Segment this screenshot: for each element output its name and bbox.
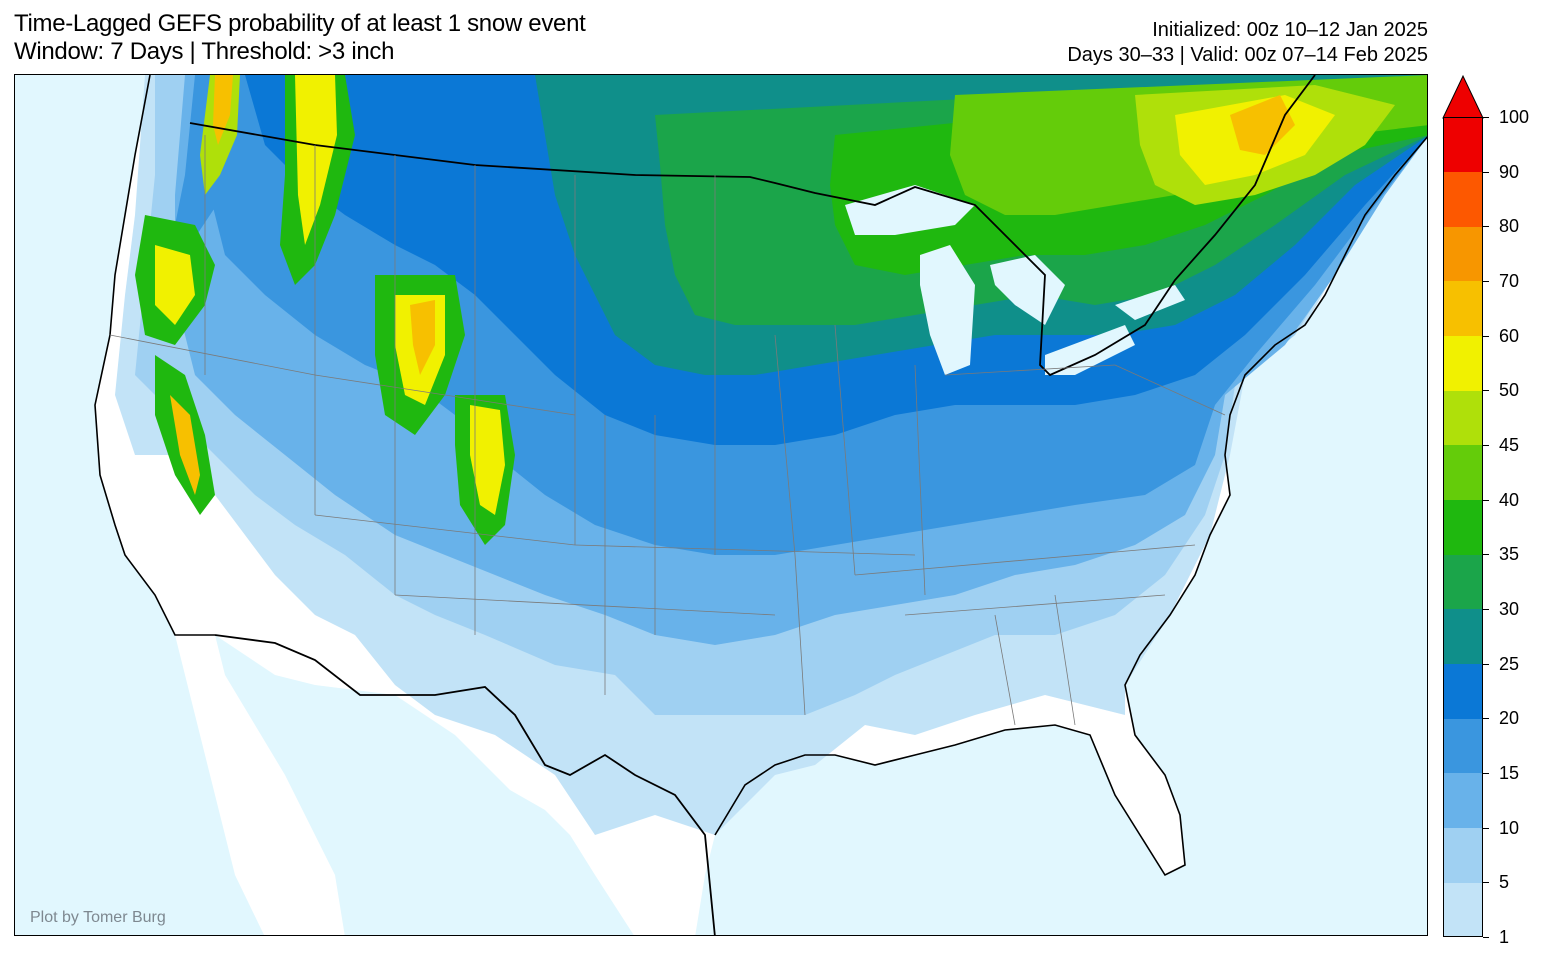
colorbar-label: 10: [1499, 817, 1520, 838]
colorbar-tick: [1483, 226, 1489, 228]
colorbar-label: 50: [1499, 380, 1520, 401]
colorbar: 1 5 10 15 20 25 30 35 40 45 50 60 70 80 90 100: [1441, 74, 1550, 947]
state-boundary: [1114, 364, 1226, 416]
colorbar-label: 60: [1499, 325, 1520, 346]
colorbar-tick: [1483, 937, 1489, 938]
colorbar-segment: [1443, 718, 1483, 774]
colorbar-label: 40: [1499, 489, 1520, 510]
colorbar-label: 30: [1499, 599, 1520, 619]
state-boundary: [574, 544, 916, 556]
mexico-border: [214, 634, 716, 935]
state-boundary: [914, 364, 926, 596]
colorbar-tick: [1483, 773, 1489, 774]
state-boundary: [854, 544, 1196, 576]
lake-michigan: [920, 245, 975, 375]
colorbar-label: 45: [1499, 435, 1520, 455]
colorbar-segment: [1443, 554, 1483, 610]
colorbar-tick: [1483, 499, 1489, 501]
lake-superior: [845, 185, 975, 235]
colorbar-tick: [1483, 663, 1489, 665]
run-info: Initialized: 00z 10–12 Jan 2025 Days 30–…: [1067, 18, 1428, 68]
colorbar-label: 20: [1499, 708, 1520, 729]
colorbar-label: 70: [1499, 271, 1520, 291]
colorbar-label: 1: [1499, 927, 1510, 947]
probability-contour: [1230, 95, 1295, 155]
state-boundary: [774, 334, 806, 716]
atlantic-gulf-coastline: [714, 136, 1427, 877]
colorbar-label: 100: [1499, 107, 1530, 127]
colorbar-segment: [1443, 335, 1483, 391]
state-boundary: [314, 514, 576, 546]
state-boundary: [1054, 594, 1076, 726]
map-title: Time-Lagged GEFS probability of at least…: [14, 10, 586, 37]
colorbar-tick: [1483, 718, 1489, 720]
colorbar-tick: [1483, 445, 1489, 446]
probability-contour: [410, 300, 435, 375]
probability-contour: [170, 395, 200, 495]
lake-ontario: [1115, 285, 1185, 320]
colorbar-tick: [1483, 171, 1489, 173]
map-subtitle: Window: 7 Days | Threshold: >3 inch: [14, 38, 395, 65]
colorbar-label: 15: [1499, 763, 1520, 783]
colorbar-segment: [1443, 171, 1483, 227]
colorbar-tick: [1483, 827, 1489, 829]
state-boundary: [394, 594, 776, 616]
initialized-label: Initialized: 00z 10–12 Jan 2025: [1152, 19, 1428, 41]
colorbar-extend-arrow: [1442, 74, 1484, 119]
colorbar-tick: [1483, 335, 1489, 337]
colorbar-segment: [1443, 827, 1483, 883]
colorbar-segment: [1443, 663, 1483, 719]
colorbar-tick: [1483, 117, 1489, 118]
colorbar-tick: [1483, 882, 1489, 884]
state-boundary: [944, 364, 1116, 376]
probability-contour: [295, 75, 337, 245]
state-boundary: [994, 614, 1016, 726]
colorbar-tick: [1483, 554, 1489, 556]
colorbar-tick: [1483, 281, 1489, 282]
colorbar-tick: [1483, 609, 1489, 610]
pacific-coastline: [94, 75, 215, 636]
colorbar-label: 25: [1499, 653, 1520, 674]
lake-huron: [990, 255, 1065, 325]
colorbar-segment: [1443, 609, 1483, 665]
probability-map: [15, 75, 1427, 935]
colorbar-label: 90: [1499, 161, 1520, 182]
credit-label: Plot by Tomer Burg: [30, 909, 166, 926]
colorbar-segment: [1443, 281, 1483, 337]
colorbar-segment: [1443, 117, 1483, 173]
colorbar-tick: [1483, 390, 1489, 392]
colorbar-segment: [1443, 390, 1483, 446]
map-panel: Plot by Tomer Burg: [14, 74, 1428, 936]
colorbar-segment: [1443, 445, 1483, 501]
colorbar-label: 5: [1499, 872, 1510, 893]
colorbar-segment: [1443, 882, 1483, 938]
title-block: Time-Lagged GEFS probability of at least…: [14, 10, 586, 66]
colorbar-label: 35: [1499, 544, 1520, 565]
probability-contour: [155, 245, 195, 325]
probability-contour: [470, 405, 505, 515]
colorbar-segment: [1443, 226, 1483, 282]
colorbar-label: 80: [1499, 216, 1520, 237]
state-boundary: [834, 324, 856, 576]
lake-erie: [1045, 325, 1135, 375]
state-boundary: [904, 594, 1166, 616]
valid-label: Days 30–33 | Valid: 00z 07–14 Feb 2025: [1067, 44, 1428, 66]
colorbar-segment: [1443, 773, 1483, 829]
colorbar-segment: [1443, 499, 1483, 555]
canada-border: [189, 75, 1316, 377]
